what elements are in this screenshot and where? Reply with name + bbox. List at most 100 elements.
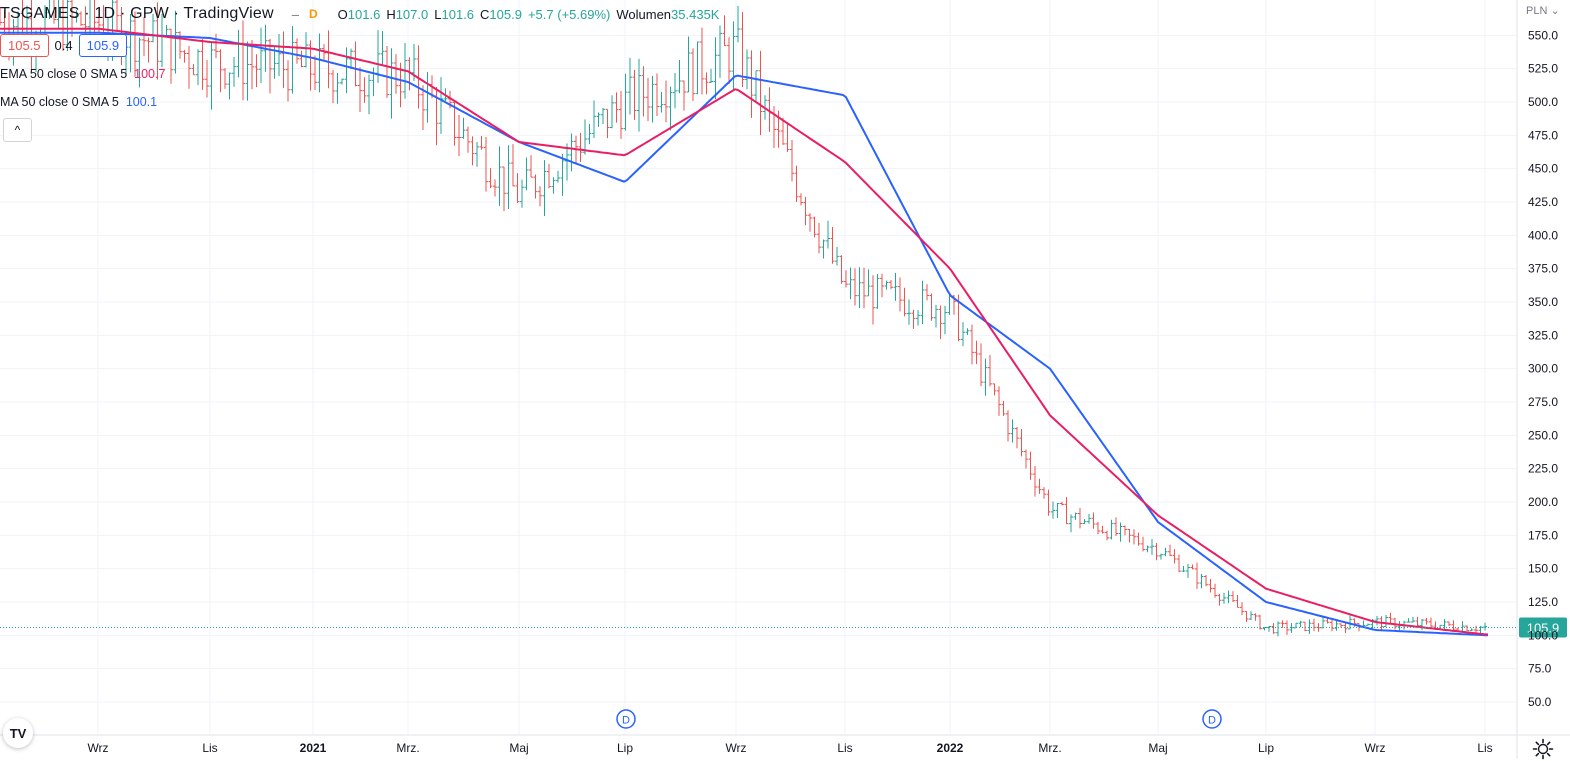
- ohlc-bar: [1118, 522, 1123, 542]
- volume-key: Wolumen: [616, 6, 672, 22]
- tradingview-logo-icon[interactable]: TV: [3, 718, 33, 748]
- ohlc-bar: [1042, 487, 1046, 499]
- price-tick-label: 100.0: [1528, 628, 1558, 642]
- price-tick-label: 450.0: [1528, 162, 1558, 176]
- ohlc-bar: [466, 126, 470, 153]
- ohlc-bar: [79, 11, 83, 26]
- settings-gear-icon[interactable]: [1531, 737, 1555, 761]
- ohlc-bar: [547, 163, 551, 189]
- ohlc-bar: [1388, 612, 1393, 623]
- ohlc-bar: [1244, 610, 1249, 623]
- close-value: 105.9: [489, 6, 522, 22]
- ohlc-bar: [736, 5, 740, 43]
- bid-price[interactable]: 105.5: [0, 34, 49, 57]
- ohlc-bar: [718, 25, 722, 78]
- ohlc-bar: [340, 78, 344, 85]
- ohlc-bar: [758, 50, 763, 136]
- price-tick-label: 250.0: [1528, 428, 1558, 442]
- ohlc-bar: [1253, 613, 1258, 621]
- ohlc-bar: [1222, 592, 1226, 604]
- ohlc-bar: [1321, 615, 1325, 629]
- price-tick-label: 475.0: [1528, 128, 1558, 142]
- ohlc-bar: [637, 58, 641, 132]
- ohlc-bar: [331, 69, 335, 104]
- price-tick-label: 425.0: [1528, 195, 1558, 209]
- indicator-ema[interactable]: EMA 50 close 0 SMA 5 100.7: [0, 67, 165, 81]
- ohlc-bar: [1249, 611, 1253, 620]
- ohlc-bar: [497, 146, 502, 206]
- ohlc-bar: [484, 136, 488, 192]
- ohlc-bar: [1213, 583, 1217, 598]
- ohlc-bar: [218, 49, 223, 93]
- ohlc-bar: [1163, 547, 1168, 557]
- ohlc-bar: [1123, 525, 1127, 536]
- ohlc-bar: [461, 117, 466, 139]
- ohlc-bar: [65, 0, 70, 51]
- ohlc-bar: [367, 74, 371, 115]
- ohlc-bar: [1424, 617, 1429, 625]
- price-row: 105.5 0.4 105.9: [0, 34, 128, 57]
- ohlc-bar: [848, 267, 853, 300]
- indicator-ma-label: MA 50 close 0 SMA 5: [0, 95, 119, 109]
- ohlc-bar: [245, 41, 250, 101]
- ohlc-bar: [209, 41, 214, 110]
- ohlc-bar: [925, 284, 929, 301]
- ohlc-bar: [335, 72, 340, 104]
- ohlc-bar: [380, 31, 385, 65]
- symbol-title[interactable]: TSGAMES · 1D · GPW · TradingView: [0, 5, 274, 22]
- price-tick-label: 50.0: [1528, 695, 1552, 709]
- ohlc-bar: [826, 220, 830, 249]
- time-tick-label: Wrz: [1364, 741, 1385, 755]
- ohlc-bar: [884, 280, 889, 290]
- ask-price[interactable]: 105.9: [78, 34, 128, 57]
- ohlc-bar: [1240, 602, 1244, 616]
- ohlc-bar: [1411, 616, 1415, 623]
- ohlc-bar: [1231, 591, 1235, 602]
- high-key: H: [386, 6, 396, 22]
- ohlc-bar: [358, 67, 362, 113]
- ohlc-bar: [290, 25, 295, 94]
- ohlc-bar: [551, 177, 556, 194]
- ohlc-bar: [970, 324, 974, 365]
- ohlc-bar: [457, 115, 461, 157]
- indicator-ma[interactable]: MA 50 close 0 SMA 5 100.1: [0, 95, 157, 109]
- currency-label: PLN ⌄: [1526, 5, 1560, 17]
- ohlc-bar: [385, 45, 389, 98]
- ohlc-bar: [452, 101, 457, 146]
- ohlc-bar: [241, 20, 245, 101]
- ohlc-bar: [1015, 427, 1019, 449]
- ohlc-bar: [182, 49, 187, 63]
- ohlc-bar: [520, 179, 524, 208]
- ohlc-bar: [1091, 512, 1096, 529]
- minimize-icon[interactable]: ‒: [291, 6, 299, 22]
- ohlc-bar: [1037, 478, 1042, 494]
- ohlc-bar: [322, 44, 326, 62]
- price-tick-label: 150.0: [1528, 562, 1558, 576]
- ohlc-bar: [1033, 465, 1037, 497]
- open-key: O: [337, 6, 348, 22]
- ohlc-bar: [61, 0, 65, 52]
- ohlc-bar: [286, 60, 290, 102]
- ohlc-bar: [898, 277, 902, 312]
- ohlc-bar: [1442, 618, 1447, 630]
- ohlc-bar: [835, 246, 839, 266]
- ohlc-bar: [754, 70, 758, 103]
- ohlc-bar: [871, 275, 875, 325]
- ohlc-bar: [1276, 621, 1280, 637]
- flag-icon[interactable]: D: [308, 7, 318, 21]
- ohlc-bar: [146, 37, 151, 63]
- ohlc-bar: [596, 112, 601, 127]
- ohlc-bar: [646, 77, 650, 122]
- ohlc-bar: [808, 213, 812, 232]
- time-tick-label: Maj: [1148, 741, 1167, 755]
- collapse-legend-button[interactable]: ^: [3, 118, 32, 142]
- ohlc-bar: [511, 144, 515, 187]
- ohlc-bar: [1429, 617, 1433, 629]
- ohlc-bar: [223, 68, 227, 89]
- ohlc-bar: [515, 173, 520, 203]
- time-tick-label: Mrz.: [396, 741, 419, 755]
- ohlc-bar: [853, 268, 857, 306]
- ohlc-bar: [299, 50, 304, 68]
- ohlc-bar: [313, 55, 317, 90]
